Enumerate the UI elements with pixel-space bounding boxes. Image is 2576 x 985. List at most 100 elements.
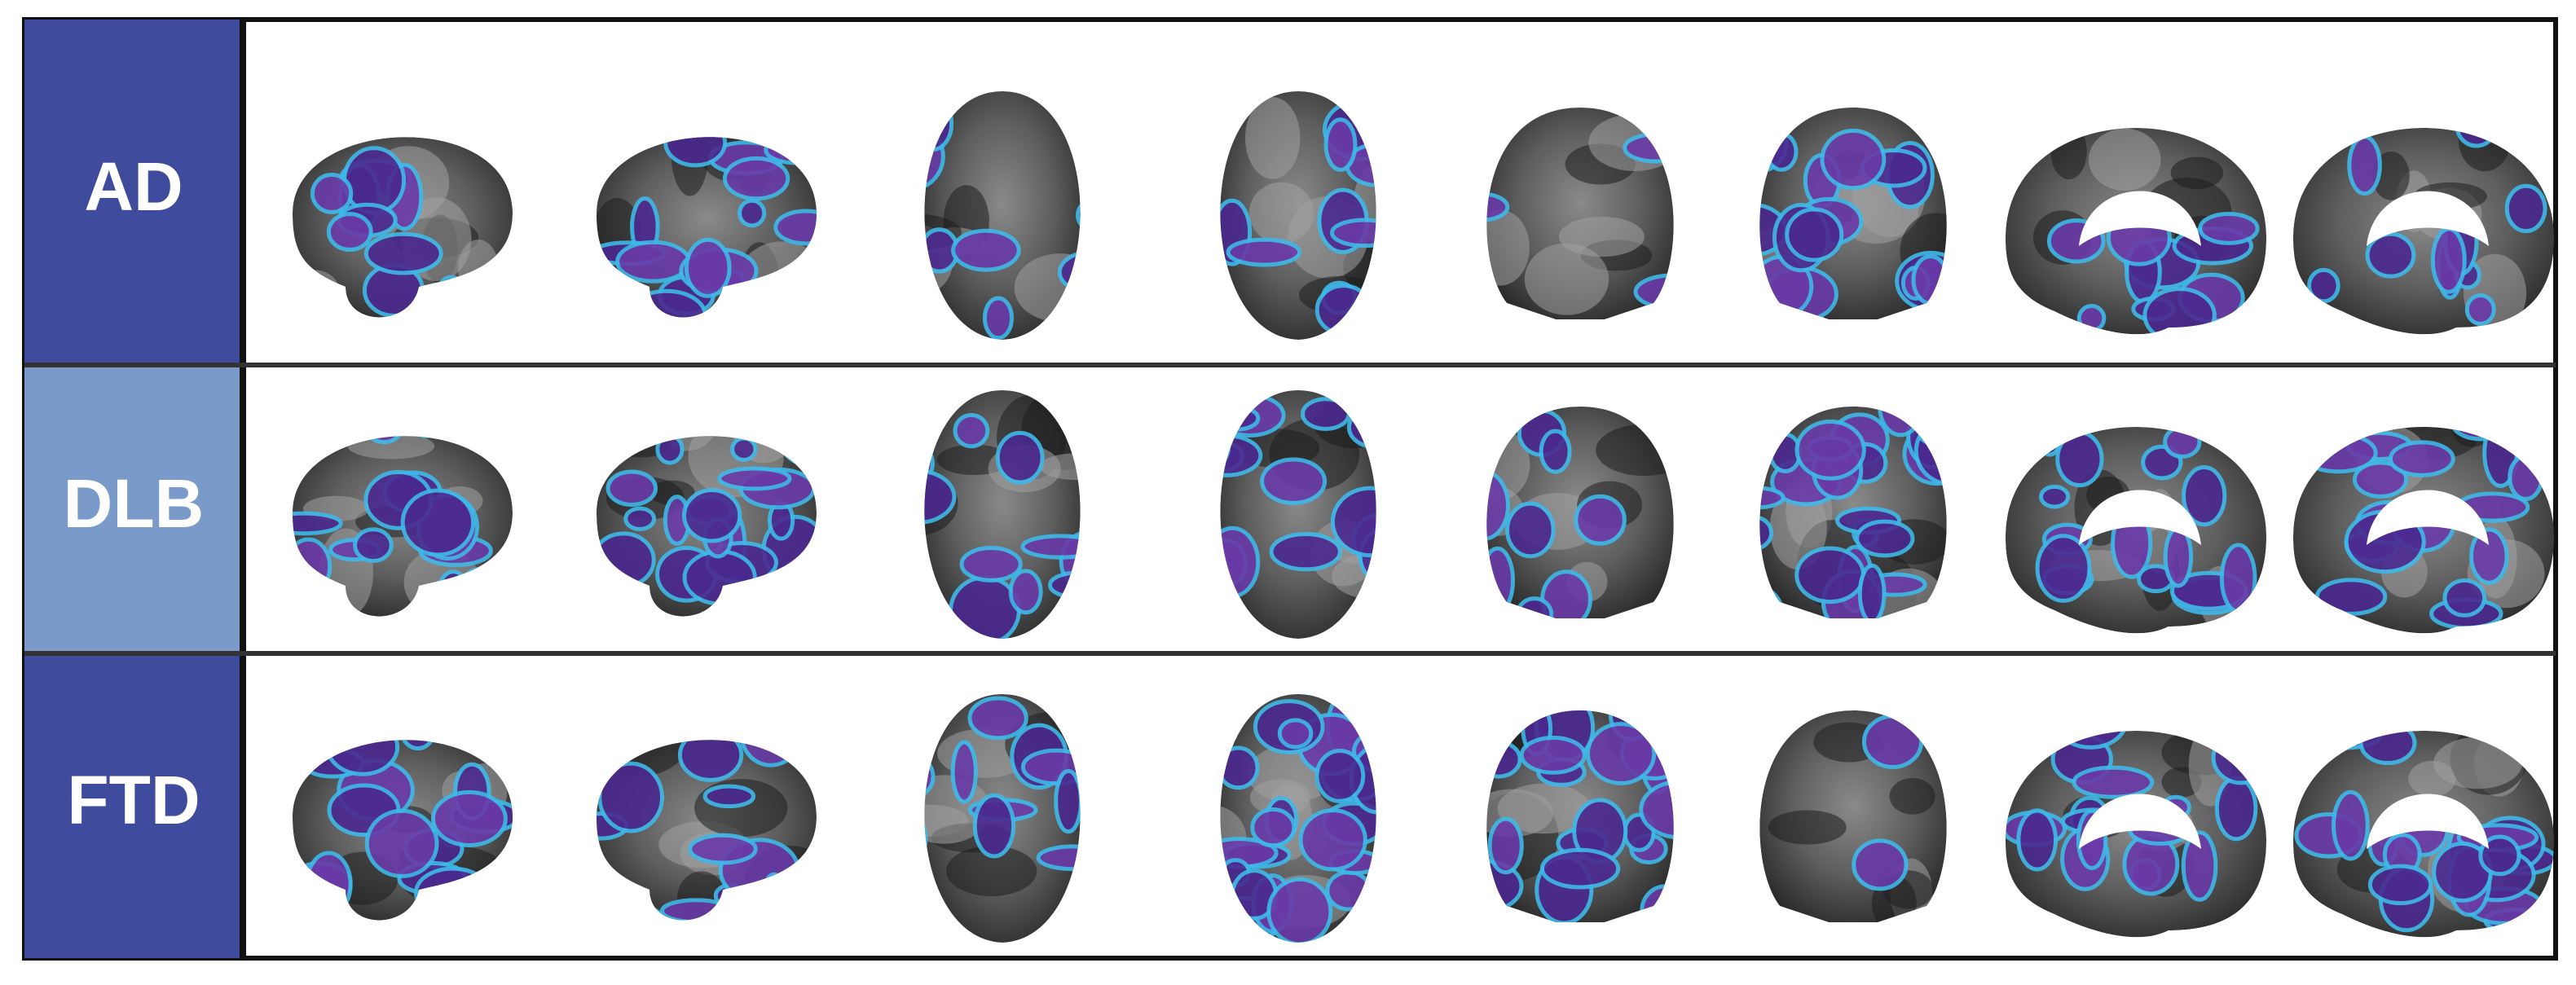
- activation: [2352, 460, 2409, 499]
- activation: [1852, 838, 1909, 891]
- activation: [1298, 808, 1367, 872]
- brain: [924, 390, 1081, 639]
- texture: [1768, 810, 1847, 845]
- activation: [677, 740, 744, 782]
- activation: [1277, 718, 1314, 750]
- activation: [1008, 569, 1043, 615]
- activation: [2214, 776, 2258, 842]
- activation: [2198, 212, 2260, 245]
- activation: [2016, 808, 2059, 872]
- activation: [1857, 563, 1887, 618]
- activation: [2430, 226, 2467, 294]
- activation: [1794, 546, 1866, 605]
- brain: [2293, 731, 2554, 938]
- activation: [2035, 534, 2092, 603]
- activation: [684, 237, 732, 298]
- activation: [738, 198, 767, 228]
- activation: [2442, 578, 2487, 618]
- activation: [2347, 134, 2382, 196]
- activation: [1539, 847, 1621, 890]
- label-cell: [24, 20, 243, 365]
- activation: [982, 296, 1015, 340]
- activation: [681, 487, 742, 543]
- activation: [1269, 532, 1342, 572]
- activation: [722, 156, 790, 201]
- activation: [730, 436, 758, 462]
- activation: [1266, 877, 1333, 943]
- activation: [1820, 128, 1887, 191]
- brain: [924, 91, 1081, 340]
- activation: [2469, 527, 2509, 585]
- activation: [1794, 419, 1866, 481]
- activation: [623, 506, 657, 531]
- activation: [1574, 494, 1627, 546]
- texture: [945, 846, 1037, 896]
- brain: [2006, 731, 2266, 938]
- activation: [1330, 218, 1376, 248]
- activation: [2478, 834, 2521, 877]
- activation: [597, 761, 664, 833]
- activation: [688, 833, 758, 865]
- row-label: DLB: [64, 465, 205, 542]
- brain: [1486, 108, 1674, 319]
- brain: [293, 137, 513, 318]
- row-label: AD: [84, 148, 183, 225]
- activation: [924, 438, 935, 489]
- activation: [1585, 722, 1657, 785]
- activation: [2332, 789, 2370, 861]
- activation: [950, 740, 978, 804]
- brain: [1759, 108, 1947, 319]
- activation: [400, 488, 476, 557]
- activation: [773, 209, 817, 246]
- activation: [1486, 191, 1510, 222]
- activation: [430, 789, 508, 847]
- activation: [310, 173, 354, 214]
- texture: [1486, 789, 1554, 838]
- texture: [1889, 777, 1935, 815]
- activation: [1505, 501, 1556, 559]
- ventricle: [2367, 191, 2489, 246]
- ventricle: [2079, 490, 2201, 545]
- texture: [1486, 209, 1530, 286]
- activation: [2365, 231, 2416, 279]
- activation: [1330, 486, 1376, 558]
- activation: [1220, 745, 1260, 790]
- brain: [924, 694, 1081, 943]
- activation: [2388, 440, 2455, 477]
- activation: [605, 469, 658, 508]
- activation: [1785, 207, 1844, 262]
- activation: [2181, 830, 2218, 902]
- activation: [1323, 117, 1358, 172]
- activation: [293, 511, 343, 536]
- texture: [1244, 97, 1301, 179]
- activation: [995, 430, 1045, 485]
- activation: [1639, 779, 1674, 840]
- activation: [1539, 429, 1572, 474]
- activation: [353, 527, 394, 564]
- texture: [1486, 428, 1530, 501]
- activation: [2072, 765, 2155, 799]
- activation: [702, 784, 756, 809]
- activation: [2307, 267, 2340, 304]
- row-label: FTD: [67, 762, 200, 838]
- activation: [2182, 465, 2227, 527]
- activation: [399, 740, 438, 751]
- activation: [1519, 735, 1587, 775]
- texture: [2088, 128, 2161, 191]
- activation: [951, 228, 1021, 272]
- activation: [364, 808, 439, 878]
- brain: [293, 436, 513, 617]
- ventricle: [2079, 794, 2201, 849]
- activation: [1486, 469, 1510, 541]
- brain: [2006, 128, 2266, 335]
- activation: [2504, 183, 2547, 234]
- brain: [2006, 427, 2266, 634]
- activation: [1314, 749, 1366, 803]
- label-cell: [24, 365, 243, 653]
- ventricle: [2079, 191, 2201, 246]
- activation: [2038, 484, 2071, 509]
- activation: [655, 436, 685, 465]
- activation: [924, 468, 957, 525]
- texture: [1014, 253, 1081, 323]
- texture: [1524, 243, 1609, 315]
